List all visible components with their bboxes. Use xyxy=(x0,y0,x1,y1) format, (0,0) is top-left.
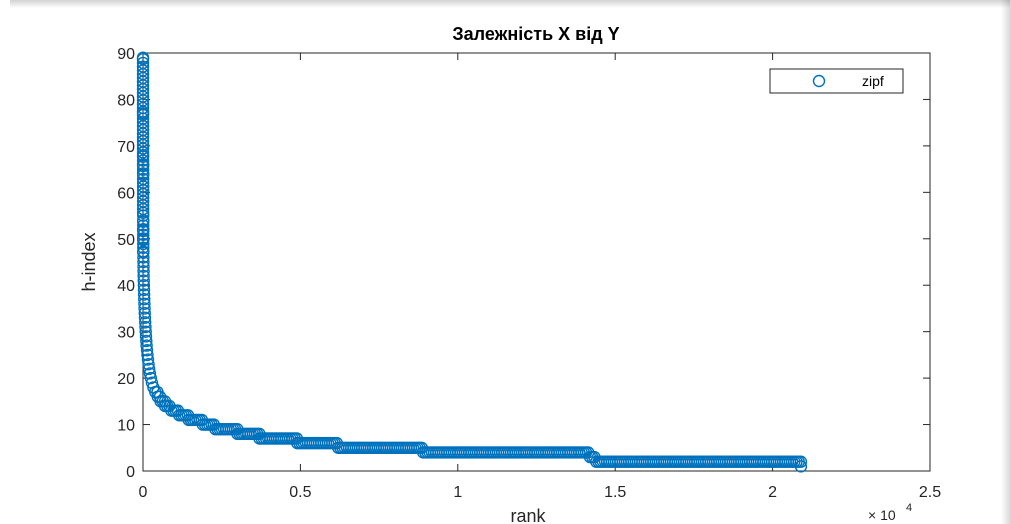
data-point xyxy=(138,311,152,324)
data-point xyxy=(138,292,151,306)
data-point xyxy=(139,330,153,343)
x-axis-ticks: 0 0.5 1 1.5 2 2.5 xyxy=(139,53,941,501)
data-point-run xyxy=(137,215,150,228)
data-point-run xyxy=(136,154,150,167)
x-tick-label: 2.5 xyxy=(919,484,941,501)
window-shadow-right xyxy=(1001,0,1011,524)
data-point xyxy=(794,460,808,473)
y-tick-label: 80 xyxy=(117,92,135,109)
legend-box xyxy=(769,68,904,94)
y-tick-label: 0 xyxy=(126,464,135,481)
data-point xyxy=(137,255,150,269)
data-point-run xyxy=(136,150,150,163)
data-point xyxy=(136,209,150,222)
y-axis-ticks: 0 10 20 30 40 50 60 70 80 90 xyxy=(117,46,930,481)
data-point-run xyxy=(137,228,150,241)
data-point xyxy=(137,279,151,292)
y-tick-label: 10 xyxy=(117,418,135,435)
y-tick-label: 50 xyxy=(117,232,135,249)
data-point xyxy=(139,320,152,334)
data-point-run xyxy=(136,142,150,155)
data-point xyxy=(138,302,151,315)
x-tick-label: 1.5 xyxy=(604,484,626,501)
data-point xyxy=(141,348,154,362)
data-point-run xyxy=(137,237,150,251)
data-point xyxy=(142,362,156,376)
legend-entry-zipf: zipf xyxy=(862,73,884,89)
y-tick-label: 40 xyxy=(117,278,135,295)
data-points xyxy=(136,51,808,473)
window-shadow-top xyxy=(10,0,1010,8)
data-point xyxy=(140,339,153,352)
x-axis-exponent-power: 4 xyxy=(906,502,912,514)
data-point xyxy=(137,283,151,297)
data-point xyxy=(137,251,150,264)
data-point-run xyxy=(137,219,150,232)
data-point xyxy=(138,297,151,310)
data-point-run xyxy=(136,163,150,176)
chart-title: Залежність X від Y xyxy=(452,24,619,44)
data-point xyxy=(140,334,153,348)
data-point-run xyxy=(136,159,150,173)
data-point xyxy=(137,246,150,259)
y-tick-label: 60 xyxy=(117,185,135,202)
data-point xyxy=(137,269,150,283)
y-tick-label: 90 xyxy=(117,46,135,63)
data-point xyxy=(144,371,158,385)
x-axis-label: rank xyxy=(510,506,546,524)
data-point xyxy=(138,306,151,320)
data-point xyxy=(138,316,152,329)
data-point xyxy=(142,357,155,371)
y-axis-label: h-index xyxy=(79,232,99,291)
data-point xyxy=(141,353,155,366)
x-tick-label: 2 xyxy=(768,484,777,501)
data-point-run xyxy=(794,455,808,468)
y-tick-label: 30 xyxy=(117,325,135,342)
data-point xyxy=(137,265,150,278)
x-tick-label: 1 xyxy=(453,484,462,501)
data-point-run xyxy=(137,224,150,238)
data-point xyxy=(140,344,154,357)
x-axis-exponent-base: × 10 xyxy=(868,507,896,523)
y-tick-label: 20 xyxy=(117,371,135,388)
data-point xyxy=(143,367,157,380)
y-tick-label: 70 xyxy=(117,139,135,156)
x-tick-label: 0.5 xyxy=(289,484,311,501)
data-point xyxy=(139,325,152,338)
data-point xyxy=(137,260,150,273)
x-tick-label: 0 xyxy=(139,484,148,501)
data-point-run xyxy=(137,241,150,254)
data-point xyxy=(137,288,151,301)
legend: zipf xyxy=(769,68,904,94)
plot-area xyxy=(142,52,931,472)
data-point xyxy=(137,274,150,287)
legend-marker-icon xyxy=(812,74,826,88)
